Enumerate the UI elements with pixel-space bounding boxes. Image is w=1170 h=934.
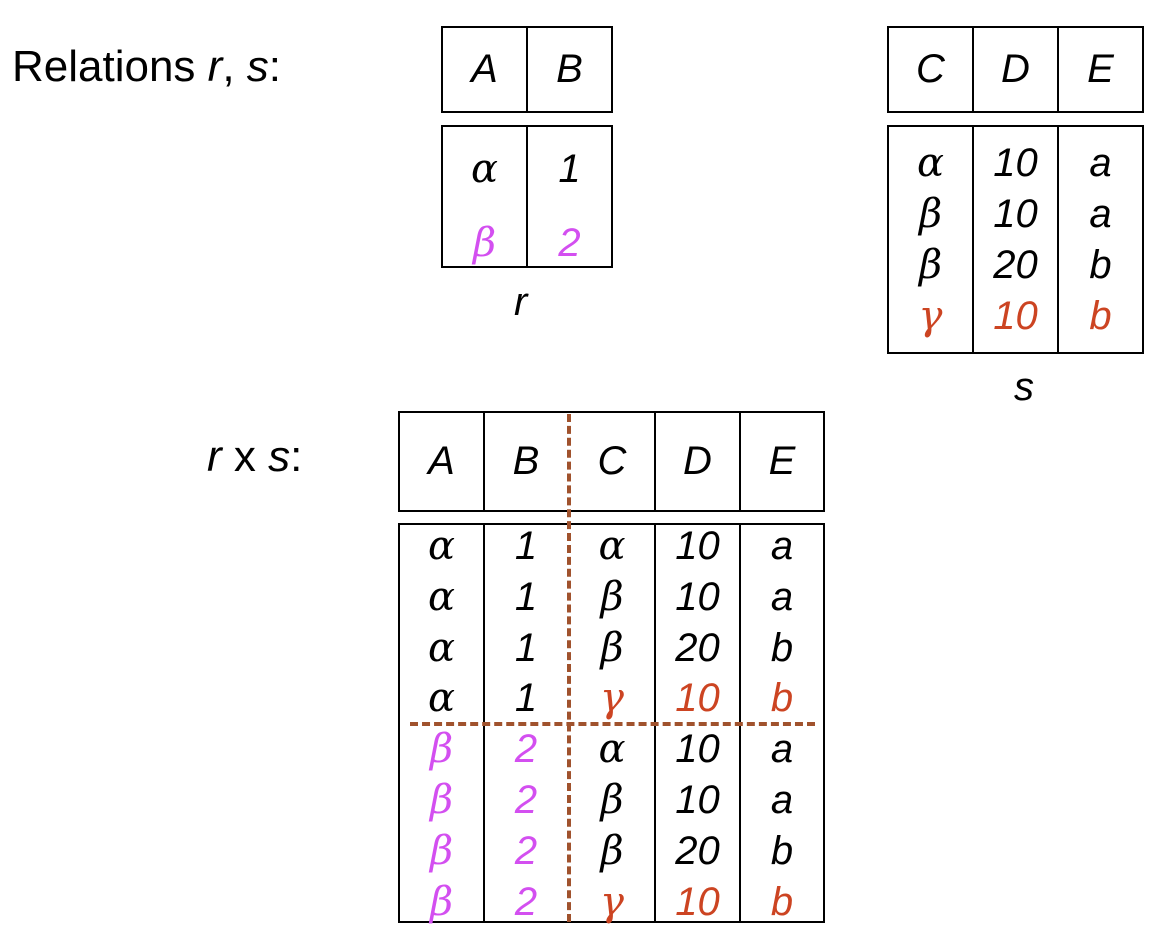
product-cell: β <box>429 878 454 925</box>
relation-r-header-a: A <box>471 47 498 91</box>
relation-s-cell: a <box>1089 141 1112 185</box>
product-cell: γ <box>600 878 624 925</box>
product-cell: b <box>770 879 794 924</box>
product-cell: 10 <box>675 879 720 924</box>
relation-s-cell: 10 <box>993 294 1038 338</box>
product-cell: α <box>427 624 455 671</box>
relation-s-header-divider-2 <box>1057 26 1059 113</box>
product-header-b: B <box>512 439 540 483</box>
product-cell: 2 <box>514 828 538 873</box>
relation-s-header-c: C <box>916 47 945 91</box>
product-cell: α <box>427 675 455 722</box>
product-cell: 20 <box>675 625 720 670</box>
product-cell: a <box>770 727 794 772</box>
relation-s-cell: b <box>1089 294 1112 338</box>
product-cell: β <box>429 777 454 823</box>
r-caption: r <box>514 280 528 324</box>
relation-s-header-divider-1 <box>972 26 974 113</box>
relation-s-cell: β <box>918 191 943 237</box>
product-header-divider-3 <box>654 411 656 512</box>
product-header-a: A <box>428 439 455 483</box>
product-cell: α <box>598 523 626 569</box>
relation-s-cell: α <box>916 140 944 186</box>
product-label: r x s: <box>207 432 302 482</box>
product-cell: b <box>770 625 794 670</box>
product-dashed-row-separator <box>410 722 815 726</box>
product-cell: 1 <box>514 625 538 670</box>
relation-s-cell: γ <box>918 293 943 339</box>
product-cell: β <box>429 827 454 874</box>
product-label-r: r <box>207 432 222 481</box>
relation-s-body-box <box>887 125 1144 354</box>
relation-s-cell: 10 <box>993 192 1038 236</box>
product-cell: 1 <box>514 676 538 721</box>
product-cell: a <box>770 524 794 568</box>
s-caption: s <box>1014 365 1034 409</box>
relation-r-body-divider <box>526 125 528 268</box>
relation-s-header-box <box>887 26 1144 113</box>
relation-r-header-divider <box>526 26 528 113</box>
product-cell: β <box>429 726 454 773</box>
product-header-box <box>398 411 825 512</box>
product-label-s: s <box>268 432 291 481</box>
product-header-d: D <box>683 439 712 483</box>
product-cell: 10 <box>675 524 720 568</box>
product-cell: 20 <box>675 828 720 873</box>
product-cell: β <box>600 827 624 874</box>
product-cell: 10 <box>675 676 720 721</box>
relation-s-body-divider-2 <box>1057 125 1059 354</box>
relation-r-cell: β <box>472 220 497 266</box>
relation-s-cell: 20 <box>993 243 1038 287</box>
relation-r-cell: α <box>470 146 498 192</box>
relations-prefix: Relations <box>12 42 208 91</box>
product-cell: γ <box>600 675 624 722</box>
product-label-colon: : <box>290 432 303 481</box>
product-cell: 10 <box>675 727 720 772</box>
relation-r-cell: 1 <box>558 147 581 191</box>
product-cell: 10 <box>675 574 720 619</box>
product-cell: b <box>770 676 794 721</box>
relation-s-cell: β <box>918 242 943 288</box>
product-label-x: x <box>221 432 269 481</box>
relations-s: s <box>246 42 269 91</box>
product-cell: β <box>600 777 624 823</box>
relation-s-cell: b <box>1089 243 1112 287</box>
product-header-c: C <box>597 439 627 483</box>
product-cell: b <box>770 828 794 873</box>
relations-comma: , <box>222 42 247 91</box>
product-header-e: E <box>768 439 796 483</box>
product-cell: 10 <box>675 778 720 822</box>
product-cell: β <box>600 624 624 671</box>
product-cell: 2 <box>514 727 538 772</box>
relation-s-header-e: E <box>1087 47 1114 91</box>
product-cell: 2 <box>514 778 538 822</box>
product-cell: β <box>600 573 624 620</box>
relation-s-cell: a <box>1089 192 1112 236</box>
product-cell: α <box>427 523 455 569</box>
product-cell: α <box>427 573 455 620</box>
relation-r-header-b: B <box>556 47 583 91</box>
relation-s-header-d: D <box>1001 47 1030 91</box>
product-cell: a <box>770 574 794 619</box>
relations-colon: : <box>268 42 282 91</box>
product-cell: a <box>770 778 794 822</box>
relation-s-body-divider-1 <box>972 125 974 354</box>
product-body-box <box>398 523 825 923</box>
product-header-divider-1 <box>483 411 485 512</box>
relation-s-cell: 10 <box>993 141 1038 185</box>
product-cell: α <box>598 726 626 773</box>
relation-r-cell: 2 <box>558 221 581 265</box>
product-cell: 1 <box>514 574 538 619</box>
product-cell: 2 <box>514 879 538 924</box>
product-cell: 1 <box>514 524 538 568</box>
relations-label: Relations r, s: <box>12 42 281 92</box>
product-header-divider-4 <box>739 411 741 512</box>
product-dashed-column-separator <box>567 414 571 922</box>
relations-r: r <box>207 42 223 91</box>
